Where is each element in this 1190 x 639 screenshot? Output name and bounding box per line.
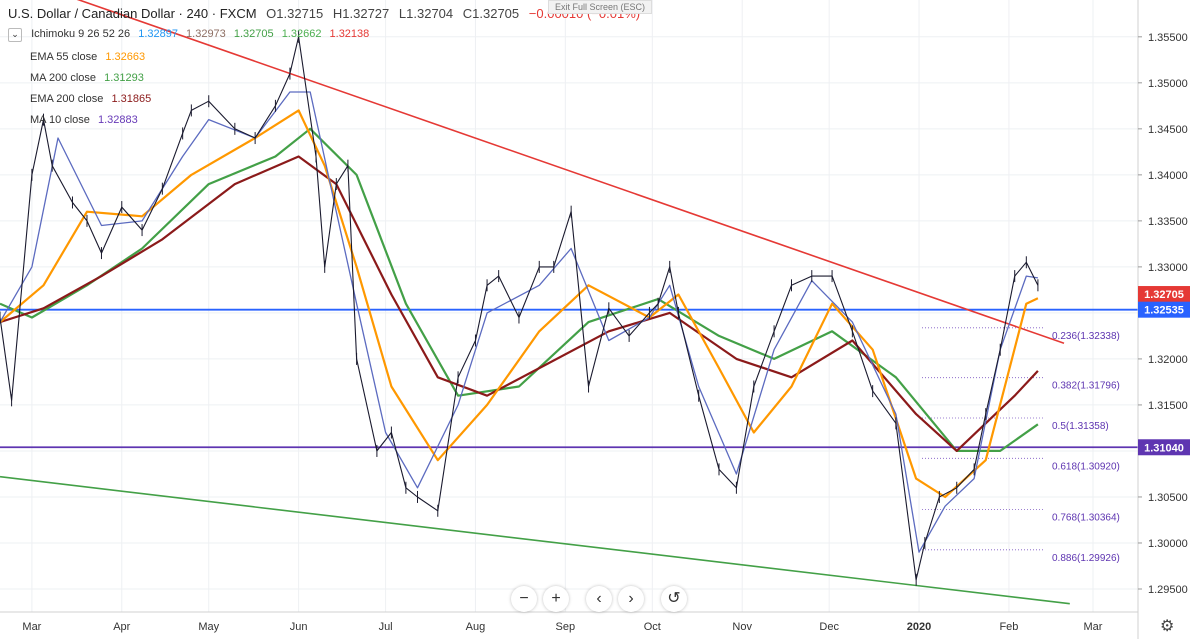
zoom-out-button[interactable]: −: [511, 586, 537, 612]
chevron-down-icon[interactable]: ⌄: [8, 28, 22, 42]
horizontal-levels: [0, 308, 1138, 449]
price-series: [0, 30, 1039, 586]
price-tick-label: 1.30000: [1148, 538, 1188, 550]
price-label-text: 1.32535: [1144, 305, 1184, 317]
time-tick-label: Apr: [113, 621, 130, 633]
series-line: [0, 109, 1039, 499]
time-tick-label: Mar: [1084, 621, 1103, 633]
ichimoku-legend: ⌄ Ichimoku 9 26 52 26 1.32897 1.32973 1.…: [8, 28, 369, 42]
time-tick-label: Mar: [22, 621, 41, 633]
ichimoku-value: 1.32897: [138, 28, 178, 40]
indicator-ma10: MA 10 close 1.32883: [30, 114, 138, 126]
time-axis: Mar Apr May Jun Jul Aug Sep Oct Nov Dec 2020 Feb Mar: [0, 611, 1138, 633]
indicator-label: MA 10 close: [30, 114, 90, 126]
indicator-ema200: EMA 200 close 1.31865: [30, 93, 151, 105]
close-value: C1.32705: [462, 6, 520, 21]
ichimoku-label: Ichimoku 9 26 52 26: [31, 28, 131, 40]
fib-level-label: 0.768(1.30364): [1052, 512, 1120, 523]
indicator-value: 1.32663: [105, 51, 146, 63]
price-labels: 1.32705 1.32535 1.31040: [1138, 286, 1190, 456]
time-tick-label: May: [198, 621, 219, 633]
price-label-box: [1138, 301, 1190, 318]
price-label-text: 1.31040: [1144, 442, 1184, 454]
scroll-left-button[interactable]: ‹: [586, 586, 612, 612]
price-tick-label: 1.35000: [1148, 78, 1188, 90]
price-tick-label: 1.33500: [1148, 216, 1188, 228]
exit-full-screen-button[interactable]: Exit Full Screen (ESC): [548, 0, 653, 14]
high-value: H1.32727: [332, 6, 390, 21]
ichimoku-value: 1.32973: [186, 28, 226, 40]
price-label-box: [1138, 439, 1190, 456]
indicator-value: 1.31865: [111, 93, 152, 105]
fib-level-label: 0.618(1.30920): [1052, 461, 1120, 472]
series-line: [0, 36, 1039, 581]
symbol-title: U.S. Dollar / Canadian Dollar · 240 · FX…: [8, 6, 257, 21]
trendline-support: [0, 475, 1070, 605]
indicator-label: EMA 55 close: [30, 51, 98, 63]
time-tick-label: Aug: [466, 621, 486, 633]
price-tick-label: 1.29500: [1148, 584, 1188, 596]
time-tick-label: Jul: [379, 621, 393, 633]
grid-lines: [0, 0, 1138, 612]
series-line: [0, 155, 1039, 452]
indicator-ema55: EMA 55 close 1.32663: [30, 51, 145, 63]
price-tick-label: 1.32000: [1148, 354, 1188, 366]
series-line: [0, 127, 1039, 452]
scroll-right-button[interactable]: ›: [618, 586, 644, 612]
price-tick-label: 1.31500: [1148, 400, 1188, 412]
indicator-label: EMA 200 close: [30, 93, 104, 105]
fib-level-label: 0.886(1.29926): [1052, 553, 1120, 564]
price-axis: 1.35500 1.35000 1.34500 1.34000 1.33500 1.330…: [1137, 0, 1188, 639]
chart-header: U.S. Dollar / Canadian Dollar · 240 · FX…: [8, 6, 640, 21]
indicator-value: 1.32883: [97, 114, 138, 126]
gear-icon[interactable]: ⚙: [1160, 618, 1175, 635]
time-tick-label: Sep: [556, 621, 576, 633]
fib-level-label: 0.382(1.31796): [1052, 381, 1120, 392]
open-value: O1.32715: [266, 6, 324, 21]
ichimoku-value: 1.32705: [233, 28, 274, 40]
ichimoku-value: 1.32138: [329, 28, 370, 40]
time-tick-label: 2020: [907, 621, 931, 633]
time-tick-label: Jun: [290, 621, 308, 633]
time-tick-label: Nov: [732, 621, 752, 633]
fib-level-label: 0.5(1.31358): [1052, 421, 1109, 432]
price-tick-label: 1.33000: [1148, 262, 1188, 274]
time-tick-label: Dec: [819, 621, 839, 633]
series-line: [0, 91, 1038, 553]
price-tick-label: 1.34500: [1148, 124, 1188, 136]
trendlines: [0, 0, 1070, 605]
trendline-resistance: [76, 0, 1065, 345]
fib-levels: 0.236(1.32338) 0.382(1.31796) 0.5(1.31358)…: [922, 327, 1120, 564]
ichimoku-value: 1.32662: [281, 28, 322, 40]
indicator-ma200: MA 200 close 1.31293: [30, 72, 144, 84]
low-value: L1.32704: [398, 6, 454, 21]
fib-level-label: 0.236(1.32338): [1052, 331, 1120, 342]
price-label-text: 1.32705: [1144, 289, 1184, 301]
price-label-box: [1138, 286, 1190, 303]
price-tick-label: 1.30500: [1148, 492, 1188, 504]
indicator-label: MA 200 close: [30, 72, 97, 84]
zoom-in-button[interactable]: +: [543, 586, 569, 612]
reset-chart-button[interactable]: ↺: [661, 586, 687, 612]
price-tick-label: 1.35500: [1148, 32, 1188, 44]
time-tick-label: Oct: [644, 621, 661, 633]
indicator-value: 1.31293: [104, 72, 144, 84]
time-tick-label: Feb: [999, 621, 1018, 633]
price-tick-label: 1.34000: [1148, 170, 1188, 182]
